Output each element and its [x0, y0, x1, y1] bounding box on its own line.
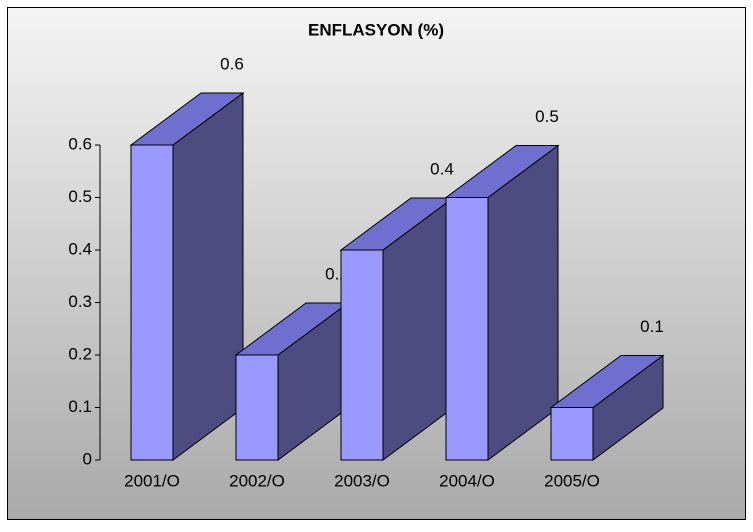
value-label: 0.1	[640, 317, 664, 336]
x-tick-label: 2001/O	[124, 471, 180, 490]
value-label: 0.6	[220, 54, 244, 73]
value-label: 0.4	[430, 159, 454, 178]
x-tick-label: 2003/O	[334, 471, 390, 490]
y-tick-label: 0.5	[68, 187, 92, 206]
chart-title: ENFLASYON (%)	[308, 20, 444, 39]
bar	[549, 354, 665, 461]
bar-side	[487, 144, 559, 461]
y-tick-label: 0.3	[68, 292, 92, 311]
bar-front	[130, 144, 174, 461]
bar	[234, 302, 350, 461]
y-tick-label: 0.6	[68, 134, 92, 153]
bar	[129, 92, 245, 461]
y-tick-label: 0.2	[68, 344, 92, 363]
x-tick-label: 2004/O	[439, 471, 495, 490]
bar	[444, 144, 560, 461]
bar-front	[445, 197, 489, 461]
x-tick-label: 2005/O	[544, 471, 600, 490]
y-tick-label: 0	[83, 449, 92, 468]
x-tick-label: 2002/O	[229, 471, 285, 490]
value-label: 0.5	[535, 107, 559, 126]
y-tick-label: 0.1	[68, 397, 92, 416]
y-tick-label: 0.4	[68, 239, 92, 258]
bar-front	[550, 407, 594, 461]
bar	[339, 197, 455, 461]
bar-front	[340, 249, 384, 461]
bar-side	[172, 92, 244, 461]
bar-front	[235, 354, 279, 461]
